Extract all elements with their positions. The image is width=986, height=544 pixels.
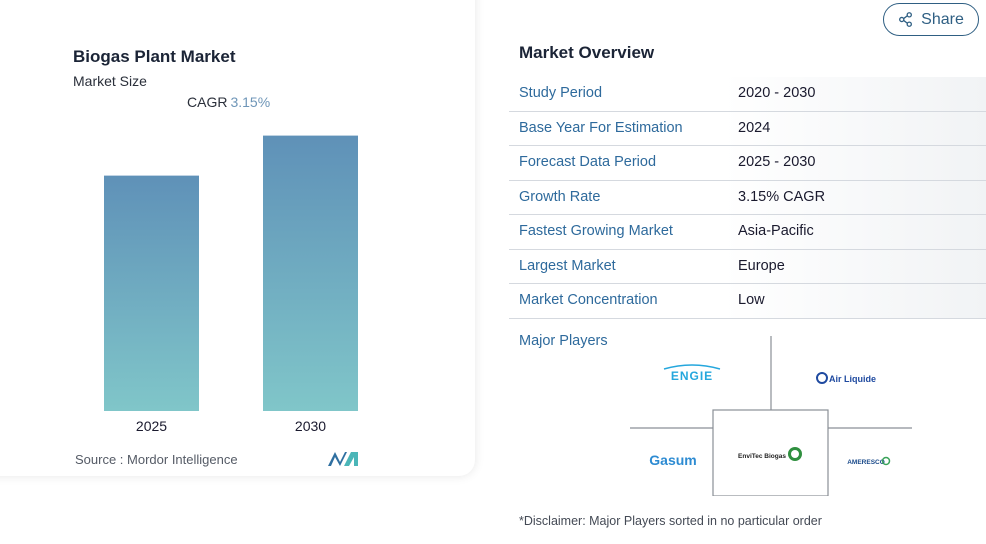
overview-label: Forecast Data Period	[519, 154, 657, 170]
x-tick-label: 2030	[295, 418, 326, 434]
share-label: Share	[921, 10, 964, 28]
engie-logo-text: ENGIE	[671, 369, 713, 383]
gasum-logo: Gasum	[649, 452, 696, 468]
share-button[interactable]: Share	[883, 3, 979, 36]
cagr-label-text: CAGR	[187, 94, 228, 110]
airliquide-logo: Air Liquide	[816, 372, 876, 384]
overview-value: 3.15% CAGR	[738, 188, 826, 205]
x-tick-label: 2025	[136, 418, 167, 434]
overview-label: Market Concentration	[519, 292, 658, 308]
source-text: Source : Mordor Intelligence	[75, 452, 238, 467]
chart-card	[0, 0, 475, 476]
share-icon	[899, 12, 913, 27]
envitec-logo-text: EnviTec Biogas	[738, 453, 786, 460]
major-players-diagram: ENGIE Air Liquide Gasum EnviTec Biogas A…	[630, 336, 912, 496]
mordor-logo-icon	[328, 452, 358, 466]
players-grid-lines	[630, 336, 912, 496]
overview-value: 2025 - 2030	[738, 154, 816, 170]
chart-title: Biogas Plant Market	[73, 47, 236, 66]
overview-title: Market Overview	[519, 43, 655, 62]
overview-value: 2024	[738, 119, 771, 136]
airliquide-logo-text: Air Liquide	[829, 374, 876, 384]
envitec-logo: EnviTec Biogas	[738, 447, 802, 461]
overview-row-growth-rate: Growth Rate 3.15% CAGR	[509, 180, 986, 215]
overview-value: Asia-Pacific	[738, 223, 814, 239]
disclaimer-text: *Disclaimer: Major Players sorted in no …	[519, 514, 822, 528]
bar-chart: 2025 2030	[104, 135, 358, 434]
overview-value: Europe	[738, 257, 785, 274]
overview-label: Largest Market	[519, 257, 616, 274]
chart-subtitle: Market Size	[73, 73, 147, 89]
cagr-label: CAGR 3.15%	[187, 94, 270, 110]
overview-row-forecast-period: Forecast Data Period 2025 - 2030	[509, 146, 986, 181]
overview-label: Growth Rate	[519, 188, 601, 205]
overview-label: Fastest Growing Market	[519, 223, 673, 239]
engie-logo: ENGIE	[663, 364, 721, 383]
cagr-value: 3.15%	[230, 94, 271, 110]
overview-table: Study Period 2020 - 2030 Base Year For E…	[509, 77, 986, 319]
overview-row-fastest-growing: Fastest Growing Market Asia-Pacific	[509, 215, 986, 250]
overview-value: 2020 - 2030	[738, 85, 816, 101]
overview-value: Low	[738, 292, 765, 308]
major-players-title: Major Players	[519, 333, 608, 349]
ameresco-logo-text: AMERESCO	[847, 459, 885, 466]
overview-row-base-year: Base Year For Estimation 2024	[509, 111, 986, 146]
overview-row-concentration: Market Concentration Low	[509, 284, 986, 319]
overview-label: Base Year For Estimation	[519, 119, 683, 136]
ameresco-logo: AMERESCO	[847, 456, 891, 466]
bar-2025	[104, 175, 199, 411]
overview-row-largest-market: Largest Market Europe	[509, 249, 986, 284]
bar-2030	[263, 135, 358, 411]
overview-row-study-period: Study Period 2020 - 2030	[509, 77, 986, 112]
overview-label: Study Period	[519, 85, 603, 101]
